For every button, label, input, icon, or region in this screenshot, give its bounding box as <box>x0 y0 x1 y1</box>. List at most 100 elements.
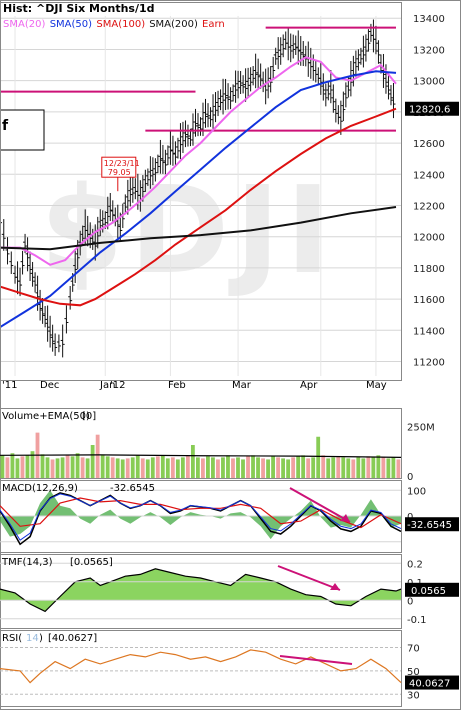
legend-bg <box>1 2 401 16</box>
tmf-arrow-head <box>330 583 340 590</box>
legend-item-2: SMA(100) <box>96 19 145 30</box>
macd-ema-line <box>0 493 402 541</box>
x-axis-label: '11 <box>2 380 17 391</box>
volume-y-tick: 0 <box>407 472 413 483</box>
volume-bar <box>70 456 75 478</box>
tmf-arrow <box>277 565 341 591</box>
volume-bar <box>226 455 230 478</box>
volume-bar <box>115 458 120 478</box>
volume-bar <box>251 455 255 478</box>
price-y-tick-label: 12000 <box>413 233 445 244</box>
volume-bar <box>381 457 386 478</box>
macd-title: MACD(12,26,9) <box>2 483 78 494</box>
price-y-tick-label: 13400 <box>413 14 445 25</box>
volume-bar <box>396 459 401 478</box>
volume-bar <box>190 445 195 478</box>
volume-bar <box>180 457 185 478</box>
price-y-tick-label: 11800 <box>413 264 445 275</box>
volume-bar <box>376 455 381 478</box>
volume-bar <box>55 458 60 478</box>
volume-bar <box>120 459 125 478</box>
macd-arrow <box>289 487 351 523</box>
volume-bar <box>361 458 366 478</box>
volume-bar <box>346 458 351 478</box>
volume-bar <box>145 459 150 478</box>
sma200-line <box>0 206 397 251</box>
volume-y-tick: 250M <box>407 422 435 433</box>
price-y-tick-label: 13200 <box>413 45 445 56</box>
volume-bar <box>351 459 356 478</box>
sma50-line <box>0 70 397 329</box>
chart-title: Hist: ^DJI Six Months/1d <box>3 2 155 15</box>
volume-param: [0] <box>82 411 96 422</box>
rsi-y-tick: 70 <box>407 644 420 655</box>
rsi-trend-arrow <box>279 655 353 665</box>
rsi-line <box>0 649 402 684</box>
volume-bar <box>90 445 95 478</box>
volume-bar <box>281 458 286 478</box>
volume-bar <box>20 456 25 478</box>
volume-bar <box>130 457 135 478</box>
rsi-panel: 70 50 30 RSI(14) [40.0627] 40.0627 <box>0 630 459 707</box>
volume-bar <box>140 458 145 478</box>
volume-bar <box>306 458 311 478</box>
volume-bar <box>216 459 220 478</box>
volume-bar <box>110 457 115 478</box>
volume-bar <box>371 457 376 478</box>
volume-bar <box>85 458 90 478</box>
volume-bar <box>10 453 15 478</box>
legend-item-4: Earn <box>202 19 225 30</box>
x-axis-label: Feb <box>168 380 186 391</box>
volume-bar <box>336 456 341 478</box>
tmf-y-tick: 0 <box>407 596 413 607</box>
volume-bar <box>95 434 100 478</box>
rsi-y-tick: 50 <box>407 667 420 678</box>
volume-bar <box>155 456 160 478</box>
volume-bar <box>266 459 270 478</box>
rsi-last-value: 40.0627 <box>409 679 450 690</box>
volume-bar <box>326 458 331 478</box>
last-price-tag <box>405 101 459 116</box>
volume-bar <box>256 457 260 478</box>
volume-bar <box>40 454 45 478</box>
tmf-last-value: 0.0565 <box>411 586 446 597</box>
price-y-tick-label: 11400 <box>413 326 445 337</box>
rsi-title-suffix: ) <box>39 633 43 644</box>
volume-bar <box>60 457 65 478</box>
volume-bar <box>206 456 210 478</box>
volume-bar <box>276 457 280 478</box>
volume-bar <box>5 457 10 478</box>
annotation-value: 79.05 <box>108 168 131 177</box>
volume-bar <box>160 455 165 478</box>
volume-bar <box>391 457 396 478</box>
volume-panel: Volume+EMA(50)[0] 250M 0 <box>0 408 435 483</box>
volume-bar <box>195 457 200 478</box>
volume-bar <box>170 457 175 478</box>
volume-title: Volume+EMA(50) <box>2 411 90 422</box>
tmf-param: [0.0565] <box>70 557 113 568</box>
volume-bar <box>211 457 215 478</box>
volume-bar <box>246 456 250 478</box>
price-y-tick-label: 11200 <box>413 358 445 369</box>
macd-signal-line <box>0 497 402 529</box>
tmf-y-tick: 0.2 <box>407 559 423 570</box>
overlay-box-letter: f <box>2 118 9 134</box>
overlay-box <box>0 109 45 151</box>
volume-bar <box>316 436 321 478</box>
x-axis-label: Jan <box>99 380 115 391</box>
rsi-title-prefix: RSI( <box>2 633 22 644</box>
volume-bar <box>231 458 235 478</box>
macd-param: -32.6545 <box>110 483 155 494</box>
volume-bar <box>321 455 326 478</box>
price-y-tick-label: 12400 <box>413 170 445 181</box>
volume-bar <box>331 457 336 478</box>
volume-bar <box>0 455 5 478</box>
x-axis-label: Apr <box>300 380 318 391</box>
sma20-line <box>0 56 397 266</box>
volume-bar <box>311 457 316 478</box>
legend-item-3: SMA(200) <box>149 19 198 30</box>
volume-bar <box>296 456 301 478</box>
volume-bar <box>175 459 180 478</box>
volume-bar <box>261 458 265 478</box>
